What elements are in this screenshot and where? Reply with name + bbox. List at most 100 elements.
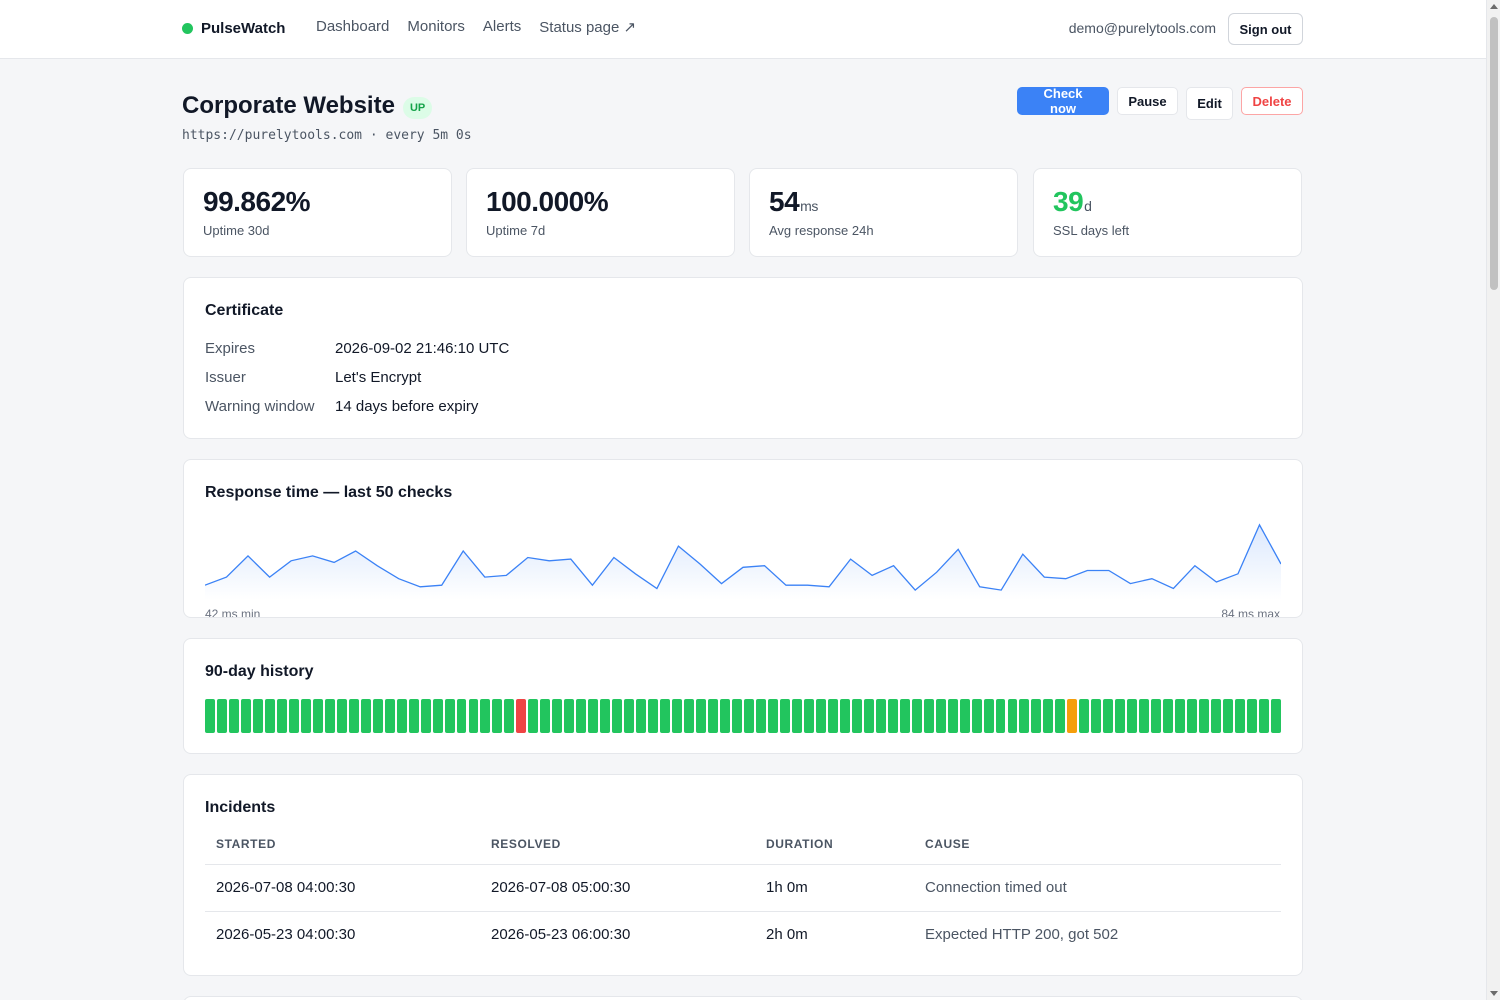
history-day-7[interactable] xyxy=(276,699,287,733)
history-day-79[interactable] xyxy=(1139,699,1150,733)
history-day-8[interactable] xyxy=(288,699,299,733)
history-day-63[interactable] xyxy=(947,699,958,733)
history-day-3[interactable] xyxy=(228,699,239,733)
history-day-67[interactable] xyxy=(995,699,1006,733)
check-now-button[interactable]: Check now xyxy=(1017,86,1109,116)
history-day-41[interactable] xyxy=(684,699,695,733)
nav-status-page[interactable]: Status page ↗ xyxy=(539,19,637,36)
history-day-6[interactable] xyxy=(264,699,275,733)
history-day-30[interactable] xyxy=(552,699,563,733)
history-day-86[interactable] xyxy=(1223,699,1234,733)
history-day-76[interactable] xyxy=(1103,699,1114,733)
history-day-47[interactable] xyxy=(755,699,766,733)
history-day-62[interactable] xyxy=(935,699,946,733)
history-day-1[interactable] xyxy=(205,699,215,733)
history-day-27[interactable] xyxy=(516,699,527,733)
history-day-66[interactable] xyxy=(983,699,994,733)
history-day-16[interactable] xyxy=(384,699,395,733)
history-day-82[interactable] xyxy=(1175,699,1186,733)
history-day-57[interactable] xyxy=(875,699,886,733)
history-day-60[interactable] xyxy=(911,699,922,733)
history-day-75[interactable] xyxy=(1091,699,1102,733)
history-day-87[interactable] xyxy=(1235,699,1246,733)
history-day-33[interactable] xyxy=(588,699,599,733)
history-day-49[interactable] xyxy=(779,699,790,733)
history-day-9[interactable] xyxy=(300,699,311,733)
history-day-39[interactable] xyxy=(660,699,671,733)
history-day-71[interactable] xyxy=(1043,699,1054,733)
history-day-10[interactable] xyxy=(312,699,323,733)
history-day-5[interactable] xyxy=(252,699,263,733)
scroll-down-icon[interactable] xyxy=(1490,991,1498,996)
history-day-31[interactable] xyxy=(564,699,575,733)
history-day-88[interactable] xyxy=(1247,699,1258,733)
history-day-11[interactable] xyxy=(324,699,335,733)
history-day-73[interactable] xyxy=(1067,699,1078,733)
history-day-26[interactable] xyxy=(504,699,515,733)
history-day-77[interactable] xyxy=(1115,699,1126,733)
history-day-70[interactable] xyxy=(1031,699,1042,733)
history-day-72[interactable] xyxy=(1055,699,1066,733)
history-day-29[interactable] xyxy=(540,699,551,733)
sign-out-button[interactable]: Sign out xyxy=(1228,13,1303,45)
delete-button[interactable]: Delete xyxy=(1241,87,1303,115)
history-day-44[interactable] xyxy=(720,699,730,733)
nav-monitors[interactable]: Monitors xyxy=(407,18,465,35)
history-day-90[interactable] xyxy=(1271,699,1281,733)
history-day-22[interactable] xyxy=(456,699,467,733)
history-day-32[interactable] xyxy=(576,699,587,733)
nav-dashboard[interactable]: Dashboard xyxy=(316,18,390,35)
history-day-48[interactable] xyxy=(767,699,778,733)
history-day-4[interactable] xyxy=(240,699,251,733)
history-day-74[interactable] xyxy=(1079,699,1090,733)
history-day-89[interactable] xyxy=(1259,699,1269,733)
history-day-42[interactable] xyxy=(696,699,707,733)
history-day-28[interactable] xyxy=(528,699,539,733)
history-day-69[interactable] xyxy=(1019,699,1030,733)
history-day-83[interactable] xyxy=(1187,699,1198,733)
history-day-38[interactable] xyxy=(648,699,659,733)
history-day-14[interactable] xyxy=(360,699,371,733)
history-day-43[interactable] xyxy=(708,699,719,733)
history-day-53[interactable] xyxy=(827,699,838,733)
history-day-24[interactable] xyxy=(480,699,491,733)
history-day-34[interactable] xyxy=(600,699,611,733)
history-day-65[interactable] xyxy=(971,699,982,733)
history-day-56[interactable] xyxy=(863,699,874,733)
history-day-21[interactable] xyxy=(444,699,455,733)
history-day-81[interactable] xyxy=(1163,699,1174,733)
history-day-59[interactable] xyxy=(899,699,910,733)
history-day-18[interactable] xyxy=(408,699,419,733)
history-day-51[interactable] xyxy=(803,699,814,733)
brand[interactable]: PulseWatch xyxy=(182,20,285,37)
page-scrollbar[interactable] xyxy=(1486,0,1500,1000)
history-day-2[interactable] xyxy=(216,699,227,733)
history-day-37[interactable] xyxy=(636,699,647,733)
history-day-64[interactable] xyxy=(959,699,970,733)
history-day-40[interactable] xyxy=(672,699,683,733)
edit-button[interactable]: Edit xyxy=(1186,87,1233,120)
history-day-35[interactable] xyxy=(612,699,623,733)
history-day-12[interactable] xyxy=(336,699,347,733)
history-day-80[interactable] xyxy=(1151,699,1162,733)
history-day-55[interactable] xyxy=(851,699,862,733)
history-day-52[interactable] xyxy=(815,699,826,733)
history-day-20[interactable] xyxy=(432,699,443,733)
pause-button[interactable]: Pause xyxy=(1117,87,1178,115)
history-day-36[interactable] xyxy=(624,699,635,733)
history-day-78[interactable] xyxy=(1127,699,1138,733)
history-day-23[interactable] xyxy=(468,699,479,733)
nav-alerts[interactable]: Alerts xyxy=(482,18,522,35)
history-day-50[interactable] xyxy=(791,699,802,733)
history-day-85[interactable] xyxy=(1211,699,1222,733)
history-day-19[interactable] xyxy=(420,699,431,733)
history-day-15[interactable] xyxy=(372,699,383,733)
history-day-68[interactable] xyxy=(1007,699,1018,733)
scroll-up-icon[interactable] xyxy=(1490,4,1498,9)
scroll-thumb[interactable] xyxy=(1490,17,1498,290)
history-day-25[interactable] xyxy=(492,699,503,733)
history-day-58[interactable] xyxy=(887,699,898,733)
history-day-54[interactable] xyxy=(839,699,850,733)
history-day-13[interactable] xyxy=(348,699,359,733)
history-day-84[interactable] xyxy=(1199,699,1210,733)
